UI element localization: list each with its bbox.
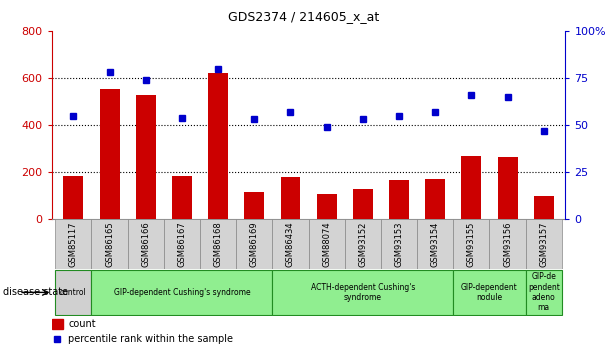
Bar [425,179,445,219]
Bar [461,156,482,219]
Text: GSM86169: GSM86169 [250,221,259,267]
Bar [345,219,381,269]
Bar [308,219,345,269]
Bar [417,219,454,269]
Bar [454,219,489,269]
Bar [381,219,417,269]
Text: GSM86168: GSM86168 [213,221,223,267]
Bar [136,95,156,219]
Bar [128,219,164,269]
Bar [55,270,91,315]
Bar [353,188,373,219]
Bar [91,270,272,315]
Bar [244,192,264,219]
Text: GSM93152: GSM93152 [358,221,367,267]
Bar [63,176,83,219]
Text: GSM93154: GSM93154 [430,221,440,267]
Bar [280,177,300,219]
Bar [200,219,236,269]
Text: GIP-dependent Cushing's syndrome: GIP-dependent Cushing's syndrome [114,288,250,297]
Text: GIP-de
pendent
adeno
ma: GIP-de pendent adeno ma [528,272,560,313]
Bar [55,219,91,269]
Bar [208,73,228,219]
Bar [52,319,63,329]
Text: GSM86434: GSM86434 [286,221,295,267]
Text: ACTH-dependent Cushing's
syndrome: ACTH-dependent Cushing's syndrome [311,283,415,302]
Bar [272,219,308,269]
Text: control: control [60,288,87,297]
Text: GDS2374 / 214605_x_at: GDS2374 / 214605_x_at [229,10,379,23]
Text: GSM93156: GSM93156 [503,221,512,267]
Text: GSM85117: GSM85117 [69,221,78,267]
Bar [526,270,562,315]
Bar [164,219,200,269]
Text: disease state: disease state [3,287,68,297]
Text: GSM93157: GSM93157 [539,221,548,267]
Bar [454,270,526,315]
Bar [91,219,128,269]
Bar [272,270,454,315]
Bar [236,219,272,269]
Bar [489,219,526,269]
Text: GSM86165: GSM86165 [105,221,114,267]
Text: count: count [68,319,95,329]
Text: GIP-dependent
nodule: GIP-dependent nodule [461,283,518,302]
Bar [100,89,120,219]
Bar [497,157,517,219]
Text: GSM86166: GSM86166 [141,221,150,267]
Text: GSM93155: GSM93155 [467,221,476,267]
Bar [526,219,562,269]
Bar [172,176,192,219]
Text: percentile rank within the sample: percentile rank within the sample [68,334,233,344]
Bar [317,194,337,219]
Bar [389,180,409,219]
Text: GSM86167: GSM86167 [178,221,187,267]
Text: GSM88074: GSM88074 [322,221,331,267]
Text: GSM93153: GSM93153 [395,221,404,267]
Bar [534,196,554,219]
